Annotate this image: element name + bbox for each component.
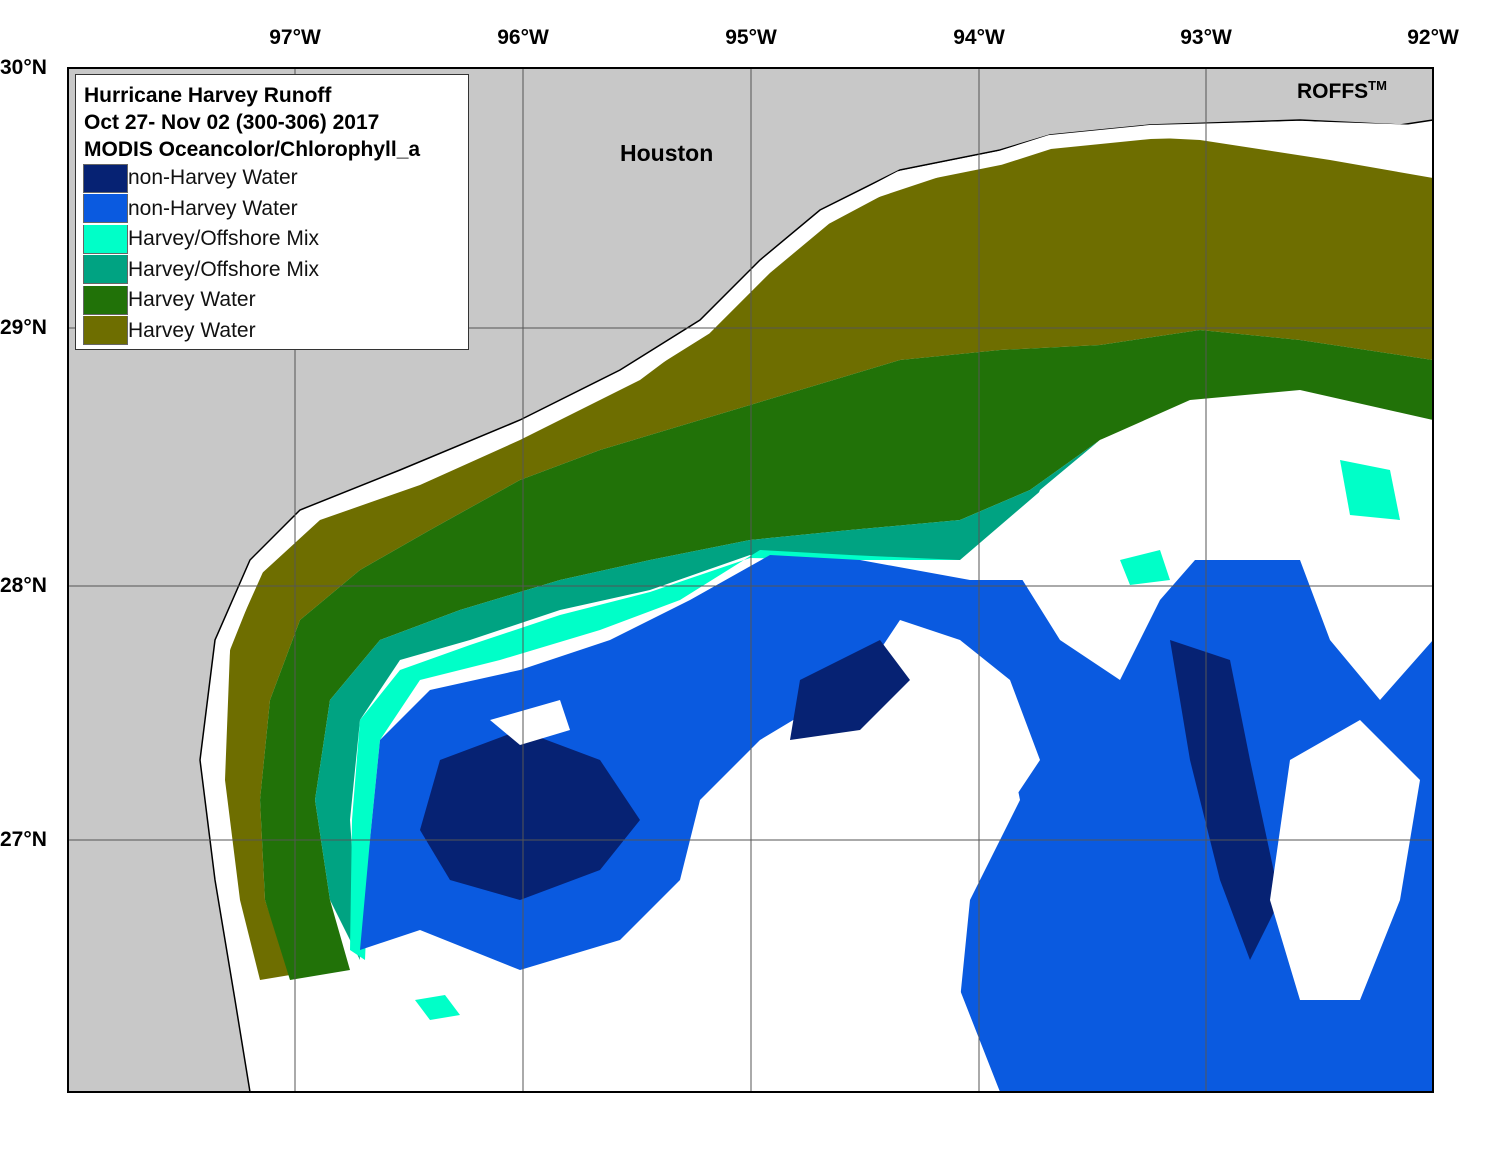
lon-label: 96°W — [497, 26, 549, 49]
houston-label: Houston — [620, 140, 714, 166]
lat-label: 29°N — [0, 316, 47, 339]
lon-label: 95°W — [725, 26, 777, 49]
legend-item: non-Harvey Water — [76, 163, 468, 194]
legend-item: Harvey Water — [76, 285, 468, 316]
lat-label: 27°N — [0, 828, 47, 851]
legend-label: non-Harvey Water — [128, 196, 298, 220]
roffs-logo: ROFFSTM — [1297, 78, 1387, 104]
offshore-mix-specks — [415, 460, 1400, 1020]
barrier-strip — [202, 120, 1421, 1094]
legend: Hurricane Harvey Runoff Oct 27- Nov 02 (… — [75, 74, 469, 350]
legend-label: Harvey/Offshore Mix — [128, 257, 319, 281]
legend-item: Harvey Water — [76, 316, 468, 347]
lat-label: 28°N — [0, 574, 47, 597]
non-harvey-water-blue — [360, 555, 1433, 1092]
legend-swatch — [83, 316, 128, 346]
map-frame — [67, 67, 1434, 1093]
legend-label: Harvey Water — [128, 288, 256, 312]
legend-label: Harvey/Offshore Mix — [128, 227, 319, 251]
lon-label: 93°W — [1180, 26, 1232, 49]
cloud-cover — [420, 390, 1433, 1092]
legend-swatch — [83, 163, 128, 193]
legend-swatch — [83, 285, 128, 315]
lon-label: 94°W — [953, 26, 1005, 49]
legend-swatch — [83, 194, 128, 224]
harvey-water-olive — [225, 135, 1433, 980]
lat-label: 30°N — [0, 56, 47, 79]
legend-source: MODIS Oceancolor/Chlorophyll_a — [84, 138, 421, 161]
offshore-mix-aqua — [350, 550, 960, 960]
lon-label: 92°W — [1407, 26, 1459, 49]
legend-label: Harvey Water — [128, 318, 256, 342]
legend-swatch — [83, 224, 128, 254]
lon-label: 97°W — [269, 26, 321, 49]
brand-name: ROFFS — [1297, 80, 1369, 103]
legend-swatch — [83, 255, 128, 285]
trademark: TM — [1368, 78, 1387, 93]
harvey-water-green — [260, 330, 1433, 980]
legend-item: Harvey/Offshore Mix — [76, 255, 468, 286]
legend-item: Harvey/Offshore Mix — [76, 224, 468, 255]
legend-item: non-Harvey Water — [76, 194, 468, 225]
legend-items: non-Harvey Water non-Harvey Water Harvey/O… — [76, 163, 468, 346]
legend-label: non-Harvey Water — [128, 166, 298, 190]
legend-dates: Oct 27- Nov 02 (300-306) 2017 — [84, 111, 380, 134]
legend-title: Hurricane Harvey Runoff — [84, 84, 332, 107]
